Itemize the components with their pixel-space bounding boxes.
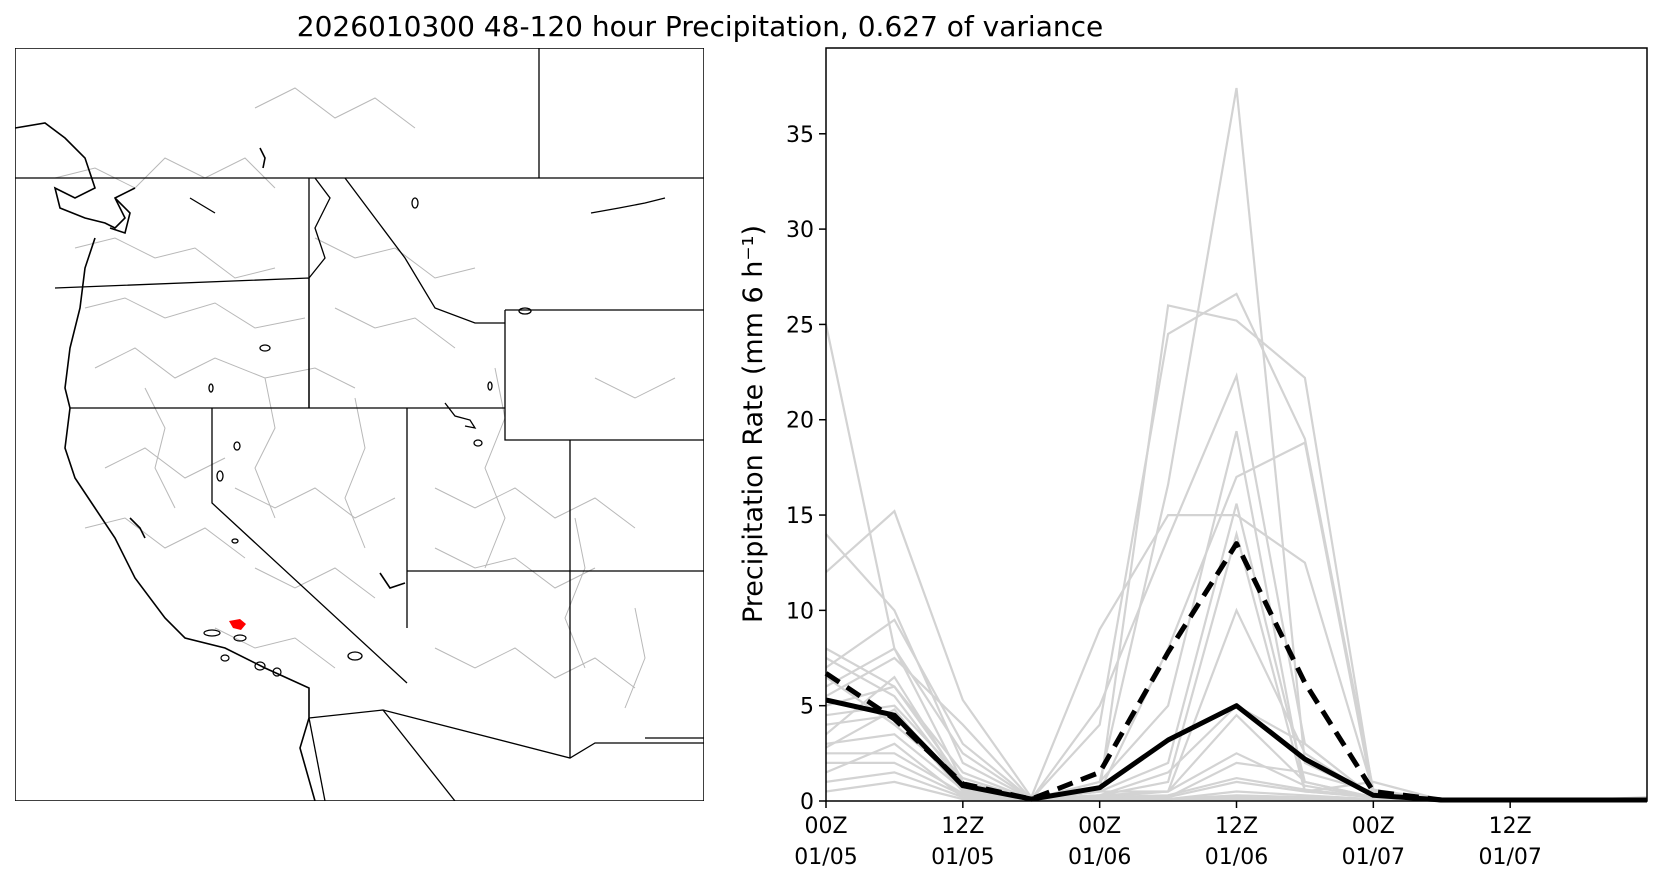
- x-tick-label-time: 00Z: [1352, 814, 1395, 839]
- basin-boundaries: [54, 87, 676, 709]
- y-tick-label: 10: [786, 599, 814, 624]
- ensemble-member-line: [825, 372, 1648, 802]
- coastline: [15, 122, 406, 801]
- figure-title: 2026010300 48-120 hour Precipitation, 0.…: [296, 10, 1104, 43]
- highlighted-basin: [229, 619, 246, 630]
- lakes: [208, 197, 532, 661]
- y-axis-ticks: 0 5 10 15 20 25 30 35: [786, 123, 826, 815]
- y-tick-label: 5: [800, 695, 814, 720]
- x-axis-ticks: 00Z 01/05 12Z 01/05 00Z 01/06 12Z 01/06 00Z 01/07…: [794, 801, 1542, 870]
- ensemble-member-line: [825, 440, 1648, 802]
- x-tick-label-time: 12Z: [1489, 814, 1532, 839]
- y-tick-label: 25: [786, 313, 814, 338]
- y-axis-label: Precipitation Rate (mm 6 h⁻¹): [738, 225, 769, 623]
- x-tick-label-time: 00Z: [804, 814, 847, 839]
- x-tick-label-time: 12Z: [941, 814, 984, 839]
- ensemble-member-line: [825, 529, 1648, 802]
- x-tick-label-date: 01/06: [1068, 845, 1131, 870]
- y-tick-label: 35: [786, 123, 814, 148]
- x-tick-label-date: 01/07: [1342, 845, 1405, 870]
- state-borders: [15, 48, 704, 801]
- x-tick-label-date: 01/07: [1478, 845, 1541, 870]
- ensemble-member-line: [825, 430, 1648, 802]
- x-tick-label-date: 01/06: [1205, 845, 1268, 870]
- ensemble-lines: [824, 87, 1648, 802]
- y-tick-label: 0: [800, 790, 814, 815]
- ensemble-member-line: [825, 87, 1648, 802]
- plot-frame: [825, 47, 1648, 802]
- y-tick-label: 20: [786, 409, 814, 434]
- mean-lines: [824, 541, 1647, 803]
- channel-islands: [203, 629, 282, 677]
- x-tick-label-time: 12Z: [1215, 814, 1258, 839]
- x-tick-label-date: 01/05: [931, 845, 994, 870]
- dashed-series-line: [824, 541, 1647, 803]
- x-tick-label-time: 00Z: [1078, 814, 1121, 839]
- basin-map: [15, 48, 704, 801]
- x-tick-label-date: 01/05: [794, 845, 857, 870]
- y-tick-label: 15: [786, 504, 814, 529]
- y-tick-label: 30: [786, 218, 814, 243]
